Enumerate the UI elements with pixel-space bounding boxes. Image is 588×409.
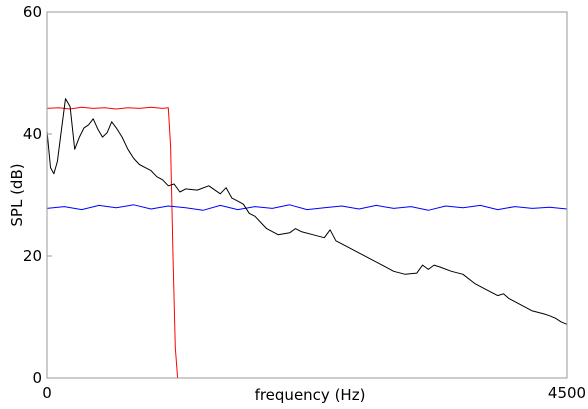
y-tick-label-2: 40 [23, 125, 42, 143]
series-line-2 [46, 98, 568, 325]
x-axis-label: frequency (Hz) [255, 386, 366, 404]
y-tick-label-3: 60 [23, 3, 42, 21]
y-axis-label: SPL (dB) [8, 163, 26, 226]
y-tick-label-0: 0 [32, 369, 42, 387]
y-tick-label-1: 20 [23, 247, 42, 265]
x-tick-label-0: 0 [42, 384, 52, 402]
x-tick-label-1: 4500 [548, 384, 586, 402]
plot-frame [46, 11, 568, 379]
series-line-1 [46, 204, 568, 211]
plot-background [47, 12, 567, 378]
tick-layer: 0 20 40 60 0 4500 [23, 3, 586, 402]
